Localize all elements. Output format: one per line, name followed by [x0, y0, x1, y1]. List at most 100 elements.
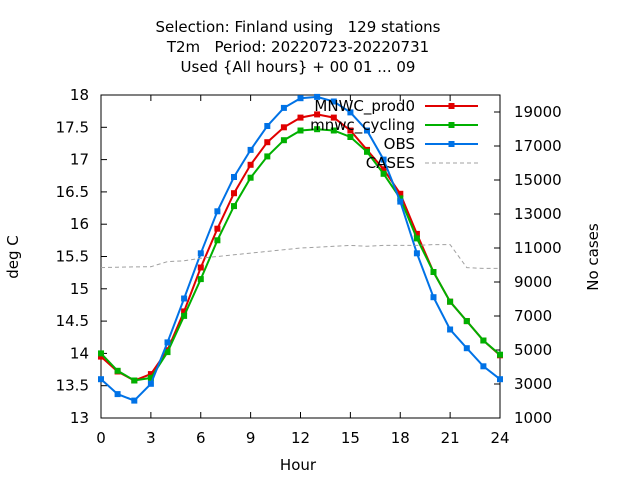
data-point-obs [164, 339, 171, 346]
x-tick-label: 15 [341, 429, 360, 447]
tick-marks: 0 3 6 9 12 15 18 21 24 13 13.5 14 14.5 15 15.5 16 16.5 17… [56, 86, 562, 447]
legend-label-obs: OBS [384, 135, 415, 153]
data-point-obs [480, 363, 487, 370]
data-point-mnwc-cycling [480, 337, 487, 344]
data-point-mnwc-prod0 [397, 190, 404, 197]
series-line-obs [100, 95, 501, 402]
data-point-obs [297, 95, 304, 102]
data-point-mnwc-prod0 [380, 166, 387, 173]
data-point-obs [147, 380, 154, 387]
y-tick-label: 13 [70, 409, 89, 427]
data-point-obs [330, 98, 337, 105]
y2-axis-label: No cases [584, 223, 602, 291]
data-point-obs [197, 250, 204, 257]
data-point-mnwc-cycling [264, 153, 271, 160]
x-tick-label: 6 [196, 429, 206, 447]
data-point-obs [181, 295, 188, 302]
y2-tick-label: 11000 [514, 239, 562, 257]
data-point-obs [347, 109, 354, 116]
legend-label-cases: CASES [366, 154, 415, 172]
data-point-mnwc-cycling [397, 195, 404, 202]
y2-tick-label: 1000 [514, 409, 552, 427]
data-point-obs [98, 376, 104, 383]
data-point-mnwc-prod0 [314, 111, 321, 118]
data-point-mnwc-prod0 [147, 371, 154, 378]
x-tick-label: 3 [146, 429, 156, 447]
data-point-mnwc-cycling [413, 235, 420, 242]
data-point-mnwc-cycling [131, 377, 138, 384]
data-point-obs [114, 391, 121, 398]
chart-title-line-2: T2m Period: 20220723-20220731 [166, 38, 429, 56]
data-point-mnwc-prod0 [413, 230, 420, 237]
data-point-obs [214, 208, 221, 215]
y-tick-label: 17 [70, 151, 89, 169]
y2-tick-label: 19000 [514, 103, 562, 121]
y2-tick-label: 5000 [514, 341, 552, 359]
series-line-cases [100, 244, 500, 269]
data-point-mnwc-cycling [147, 374, 154, 381]
x-tick-label: 21 [441, 429, 460, 447]
legend-marker-obs [448, 141, 455, 147]
x-tick-label: 18 [391, 429, 410, 447]
data-point-mnwc-prod0 [280, 124, 287, 131]
data-point-mnwc-prod0 [297, 114, 304, 121]
legend-marker-mnwc-prod0 [448, 103, 455, 109]
data-point-mnwc-cycling [280, 137, 287, 144]
data-point-mnwc-cycling [247, 174, 254, 181]
data-point-mnwc-cycling [497, 351, 503, 358]
data-point-obs [131, 397, 138, 404]
data-point-obs [463, 345, 470, 352]
data-point-mnwc-cycling [98, 350, 104, 357]
data-point-mnwc-prod0 [330, 114, 337, 121]
data-point-mnwc-cycling [430, 269, 437, 275]
x-tick-label: 0 [96, 429, 106, 447]
legend-label-mnwc-cycling: mnwc_cycling [310, 116, 415, 135]
y2-tick-label: 15000 [514, 171, 562, 189]
x-axis-label: Hour [280, 456, 317, 474]
data-point-mnwc-prod0 [214, 225, 221, 232]
y2-tick-label: 3000 [514, 375, 552, 393]
data-point-obs [280, 104, 287, 111]
y2-tick-label: 13000 [514, 205, 562, 223]
series-lines [98, 93, 503, 404]
y-tick-label: 15.5 [56, 248, 89, 266]
data-point-mnwc-cycling [114, 367, 121, 374]
data-point-obs [413, 250, 420, 257]
data-point-mnwc-prod0 [247, 161, 254, 168]
y-axis-label: deg C [4, 235, 22, 279]
x-tick-label: 24 [490, 429, 509, 447]
data-point-mnwc-cycling [347, 134, 354, 140]
data-point-mnwc-cycling [164, 349, 171, 356]
data-point-obs [380, 156, 387, 163]
data-point-mnwc-cycling [463, 318, 470, 325]
data-point-mnwc-cycling [214, 237, 221, 244]
y2-tick-label: 9000 [514, 273, 552, 291]
data-point-mnwc-cycling [330, 127, 337, 134]
series-line-mnwc-cycling [100, 128, 501, 382]
y-tick-label: 18 [70, 86, 89, 104]
y-tick-label: 14 [70, 344, 89, 362]
data-point-obs [397, 198, 404, 205]
data-point-mnwc-cycling [364, 148, 370, 155]
y-tick-label: 14.5 [56, 312, 89, 330]
chart-title-line-3: Used {All hours} + 00 01 ... 09 [181, 58, 416, 76]
data-point-mnwc-cycling [231, 203, 237, 210]
series-line-mnwc-prod0 [100, 113, 501, 382]
y-tick-label: 16 [70, 215, 89, 233]
y-tick-label: 17.5 [56, 118, 89, 136]
data-point-obs [364, 127, 370, 134]
data-point-obs [314, 93, 321, 100]
legend-label-mnwc-prod0: MNWC_prod0 [314, 97, 415, 116]
data-point-obs [447, 326, 454, 333]
data-point-mnwc-cycling [447, 298, 454, 305]
y-tick-label: 15 [70, 280, 89, 298]
x-tick-label: 9 [246, 429, 256, 447]
data-point-mnwc-prod0 [264, 139, 271, 146]
data-point-obs [497, 376, 503, 383]
data-point-obs [247, 146, 254, 153]
y-tick-label: 16.5 [56, 183, 89, 201]
data-point-obs [231, 174, 237, 180]
data-point-mnwc-prod0 [197, 264, 204, 271]
